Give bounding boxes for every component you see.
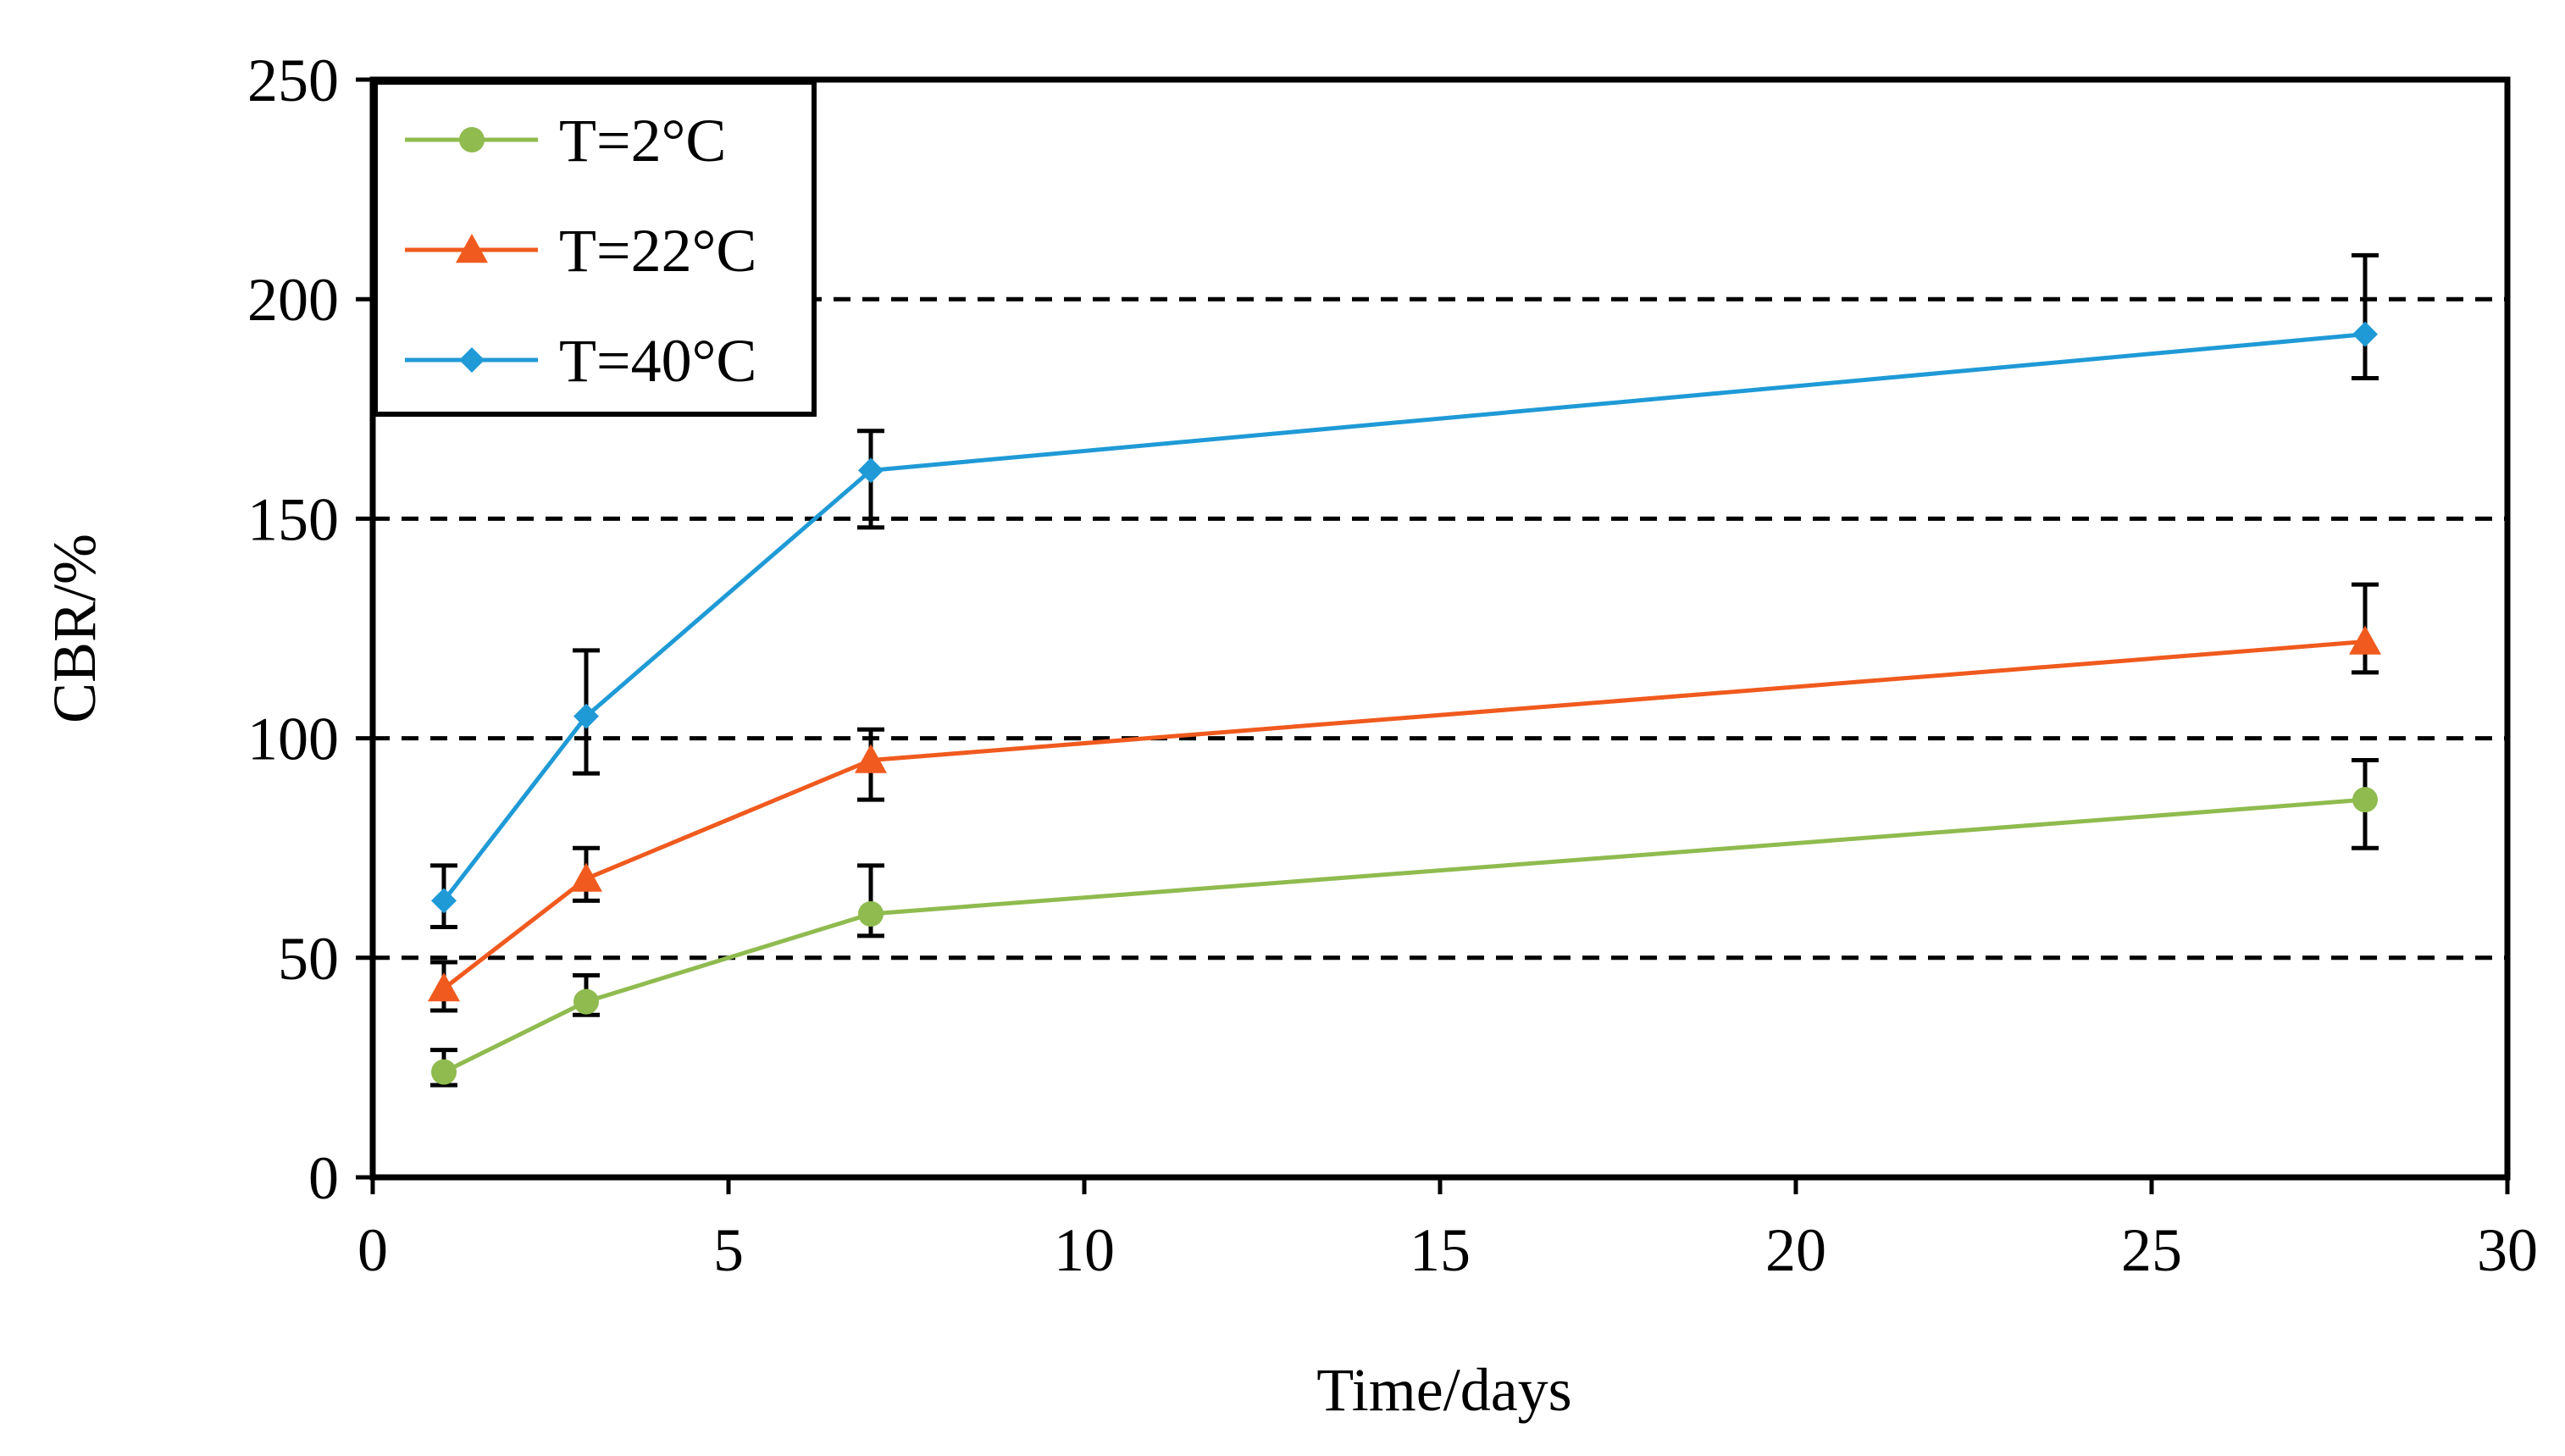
y-axis-title: CBR/% bbox=[41, 534, 108, 723]
data-point bbox=[2352, 787, 2378, 813]
legend-label: T=2°C bbox=[559, 107, 726, 174]
data-point bbox=[2349, 625, 2381, 655]
x-tick-label: 0 bbox=[357, 1216, 388, 1284]
x-axis-title: Time/days bbox=[1316, 1356, 1571, 1424]
x-tick-label: 30 bbox=[2477, 1216, 2538, 1284]
x-tick-label: 10 bbox=[1054, 1216, 1115, 1284]
x-tick-label: 25 bbox=[2121, 1216, 2182, 1284]
series-2 bbox=[428, 582, 2381, 1013]
data-point bbox=[573, 988, 599, 1015]
axis-ticks: 0 50 100 150 200 250 0 5 10 15 20 25 30 bbox=[247, 47, 2538, 1284]
y-tick-label: 100 bbox=[247, 706, 339, 773]
y-tick-label: 200 bbox=[247, 266, 339, 334]
data-point bbox=[858, 900, 884, 927]
data-point bbox=[2352, 321, 2378, 347]
legend-marker bbox=[459, 127, 485, 152]
series-line bbox=[442, 332, 2366, 902]
data-point bbox=[431, 888, 457, 914]
x-tick-label: 20 bbox=[1765, 1216, 1826, 1284]
data-point bbox=[570, 862, 602, 892]
data-point bbox=[573, 703, 599, 729]
data-point bbox=[428, 972, 460, 1002]
series-line bbox=[442, 797, 2366, 1074]
y-tick-label: 150 bbox=[247, 485, 339, 553]
legend-marker bbox=[456, 234, 488, 263]
series-layer bbox=[428, 252, 2381, 1088]
data-point bbox=[858, 457, 884, 484]
series-1 bbox=[430, 758, 2379, 1088]
legend-label: T=40°C bbox=[559, 327, 756, 395]
legend: T=2°C T=22°C T=40°C bbox=[373, 80, 817, 417]
data-point bbox=[431, 1059, 457, 1085]
series-3 bbox=[430, 252, 2379, 930]
x-tick-label: 5 bbox=[713, 1216, 744, 1284]
series-line bbox=[442, 639, 2366, 991]
legend-marker bbox=[459, 347, 485, 373]
legend-label: T=22°C bbox=[559, 217, 756, 285]
x-tick-label: 15 bbox=[1410, 1216, 1471, 1284]
y-tick-label: 250 bbox=[247, 47, 339, 114]
data-point bbox=[855, 744, 887, 773]
y-tick-label: 0 bbox=[308, 1144, 339, 1212]
y-tick-label: 50 bbox=[278, 925, 339, 993]
